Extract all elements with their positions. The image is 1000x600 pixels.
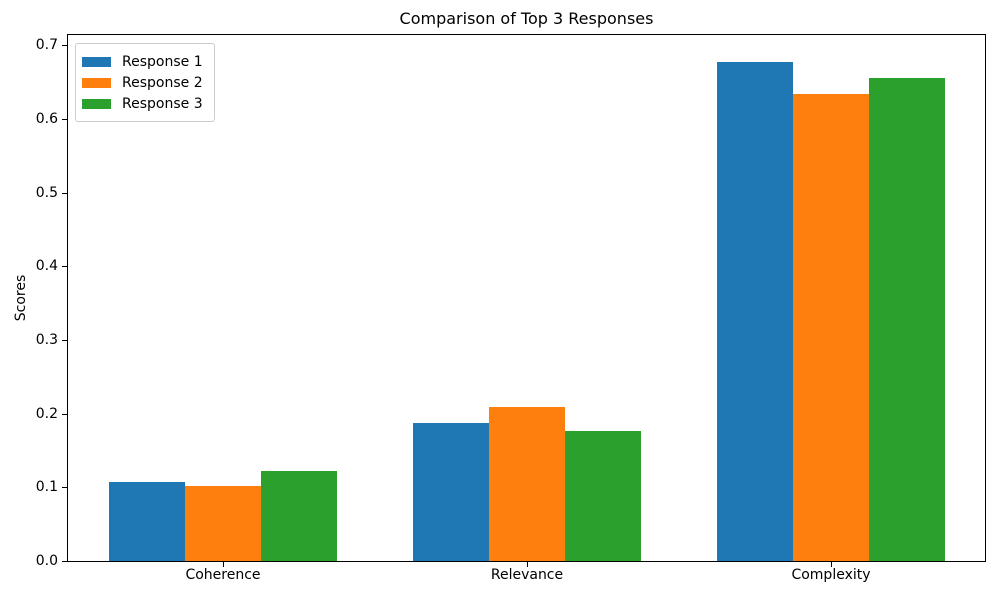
ytick-mark-0.2 [62, 413, 67, 415]
ytick-mark-0.6 [62, 118, 67, 120]
legend-item-response-2: Response 2 [82, 72, 203, 93]
ytick-label-0.3: 0.3 [35, 331, 58, 348]
bar-relevance-response-2 [489, 407, 565, 561]
xtick-label-relevance: Relevance [490, 567, 564, 583]
bar-complexity-response-1 [717, 61, 794, 561]
chart-title: Comparison of Top 3 Responses [399, 9, 654, 28]
xtick-mark-complexity [831, 562, 832, 567]
ytick-mark-0.0 [62, 561, 67, 562]
plot-area: Response 1 Response 2 Response 3 [67, 34, 986, 562]
ytick-mark-0.1 [62, 487, 67, 489]
y-axis-label: Scores [13, 274, 29, 322]
legend-label-response-1: Response 1 [122, 53, 203, 70]
bar-complexity-response-2 [793, 93, 869, 561]
legend-swatch-response-1 [82, 56, 111, 67]
ytick-label-0.5: 0.5 [35, 184, 58, 201]
legend-item-response-1: Response 1 [82, 51, 203, 72]
xtick-label-coherence: Coherence [185, 567, 261, 583]
bar-coherence-response-1 [109, 482, 186, 561]
legend-label-response-3: Response 3 [122, 95, 203, 112]
ytick-label-0.1: 0.1 [35, 479, 58, 496]
ytick-label-0.7: 0.7 [35, 37, 58, 54]
legend-swatch-response-2 [82, 77, 111, 88]
ytick-mark-0.7 [62, 45, 67, 47]
ytick-label-0.4: 0.4 [35, 258, 58, 275]
legend-label-response-2: Response 2 [122, 74, 203, 91]
xtick-mark-relevance [527, 562, 528, 567]
legend: Response 1 Response 2 Response 3 [75, 43, 215, 122]
xtick-mark-coherence [223, 562, 224, 567]
bar-coherence-response-2 [185, 485, 261, 561]
bar-relevance-response-3 [564, 430, 641, 561]
ytick-label-0.2: 0.2 [35, 405, 58, 422]
bar-complexity-response-3 [868, 78, 945, 561]
ytick-label-0.0: 0.0 [35, 553, 58, 569]
legend-item-response-3: Response 3 [82, 93, 203, 114]
xtick-label-complexity: Complexity [791, 567, 871, 583]
bar-relevance-response-1 [413, 423, 490, 561]
ytick-mark-0.4 [62, 266, 67, 268]
ytick-mark-0.3 [62, 339, 67, 341]
legend-swatch-response-3 [82, 98, 111, 109]
ytick-mark-0.5 [62, 192, 67, 194]
ytick-label-0.6: 0.6 [35, 110, 58, 127]
bar-coherence-response-3 [260, 471, 337, 561]
